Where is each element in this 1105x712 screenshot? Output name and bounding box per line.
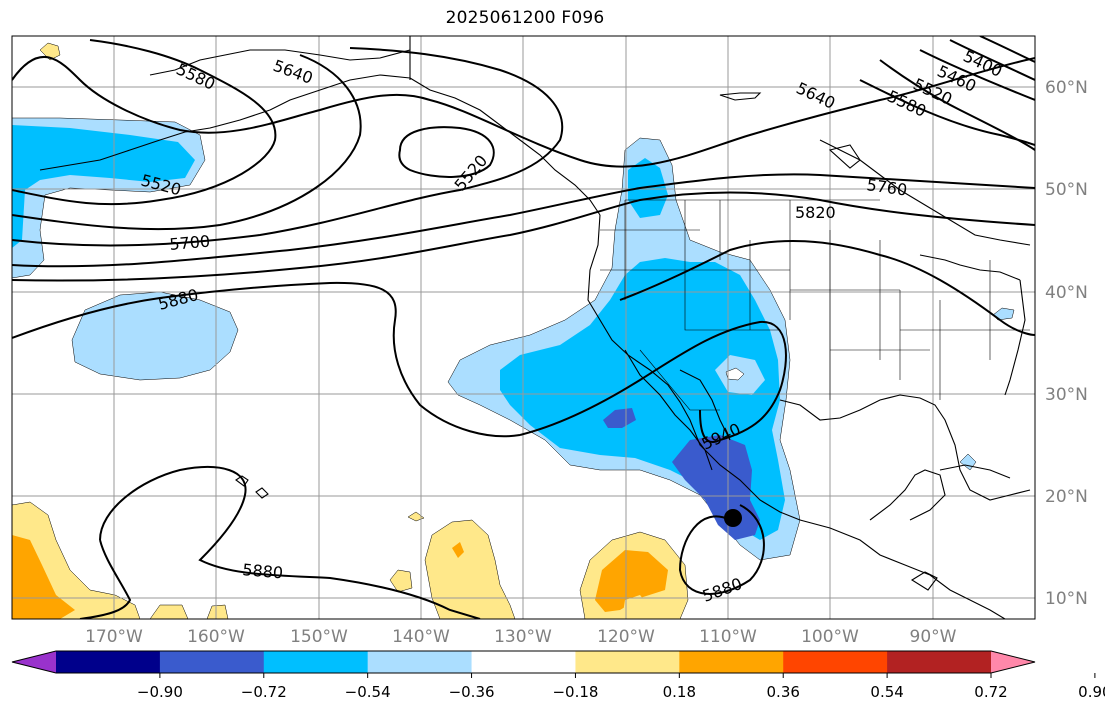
colorbar-segment [575, 651, 680, 673]
lat-label: 40°N [1045, 283, 1088, 303]
colorbar-outline [11, 650, 1036, 674]
lon-label: 110°W [699, 627, 757, 647]
contour-label: 5700 [169, 232, 211, 254]
lat-label: 50°N [1045, 180, 1088, 200]
map-content: 5580 5640 5520 5520 5700 5880 5640 5760 … [12, 36, 1035, 619]
colorbar-segment [887, 651, 992, 673]
anomaly-fill-central-pacific [71, 291, 239, 381]
colorbar-tick-label: 0.18 [663, 683, 696, 701]
colorbar-segment [263, 651, 369, 673]
lon-label: 90°W [910, 627, 957, 647]
map-title: 2025061200 F096 [445, 8, 605, 28]
colorbar-segment [56, 651, 161, 673]
lon-label: 130°W [494, 627, 552, 647]
lat-label: 60°N [1045, 78, 1088, 98]
anomaly-fill-yellow-center [424, 519, 516, 619]
lat-label: 10°N [1045, 589, 1088, 609]
map-frame [11, 35, 1036, 620]
colorbar-tick-label: 0.54 [870, 683, 903, 701]
colorbar-tick-label: −0.72 [241, 683, 287, 701]
lon-label: 160°W [187, 627, 245, 647]
colorbar-tick-label: 0.36 [767, 683, 800, 701]
height-contours [12, 36, 1035, 619]
lat-label: 20°N [1045, 487, 1088, 507]
lat-label: 30°N [1045, 385, 1088, 405]
anomaly-fill-small-yellow-4 [407, 511, 425, 522]
anomaly-fill-dark-blue-small [603, 408, 636, 428]
anomaly-fill-small-yellow-2 [206, 604, 229, 619]
contour-label: 5880 [242, 560, 284, 582]
colorbar-extend-max [991, 651, 1035, 673]
storm-marker [724, 509, 742, 527]
colorbar-segment [159, 651, 265, 673]
colorbar-tick-label: −0.54 [345, 683, 391, 701]
colorbar-tick-label: −0.18 [552, 683, 598, 701]
lon-label: 150°W [290, 627, 348, 647]
lon-labels: 170°W 160°W 150°W 140°W 130°W 120°W 110°… [85, 627, 957, 647]
colorbar-tick-label: −0.36 [449, 683, 495, 701]
coastlines [39, 36, 1031, 619]
colorbar-tick-label: 0.90 [1078, 683, 1105, 701]
colorbar-tick-label: 0.72 [974, 683, 1007, 701]
anomaly-fill-small-yellow-1 [149, 604, 189, 619]
lon-label: 170°W [85, 627, 143, 647]
colorbar: −0.90 −0.72 −0.54 −0.36 −0.18 0.18 0.36 0.54 0.7… [11, 650, 1105, 701]
graticule [12, 36, 1035, 619]
colorbar-extend-min [12, 651, 56, 673]
lon-label: 120°W [597, 627, 655, 647]
lat-labels: 60°N 50°N 40°N 30°N 20°N 10°N [1045, 78, 1088, 609]
lon-label: 140°W [392, 627, 450, 647]
anomaly-fill-orange-center [452, 542, 464, 558]
anomaly-fill-nw-blue [12, 125, 195, 248]
colorbar-tick-label: −0.90 [137, 683, 183, 701]
colorbar-segment [679, 651, 784, 673]
anomaly-fill-orange-east [595, 550, 668, 612]
anomaly-fill-small-yellow-5 [622, 595, 650, 619]
lon-label: 100°W [801, 627, 859, 647]
colorbar-segment [783, 651, 888, 673]
contour-label: 5820 [795, 203, 836, 222]
colorbar-segment [367, 651, 473, 673]
anomaly-fill-east-spot [992, 307, 1015, 321]
colorbar-segment [471, 651, 576, 673]
anomaly-fill-north-blue [628, 158, 668, 218]
